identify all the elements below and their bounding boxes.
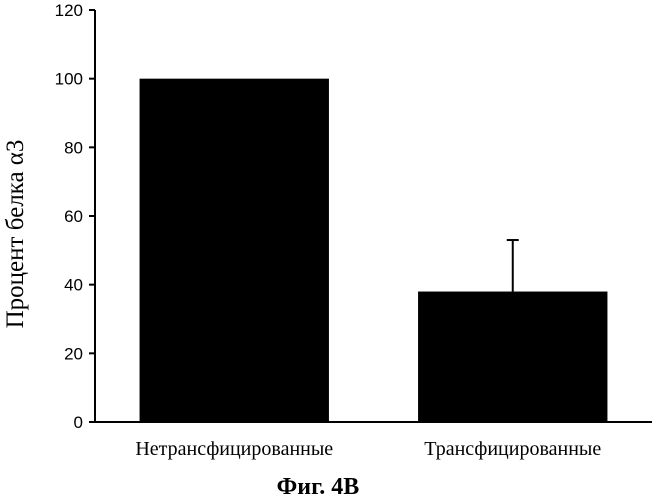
figure-caption: Фиг. 4В	[277, 474, 360, 500]
bars	[140, 79, 608, 422]
y-tick-label: 120	[55, 1, 83, 20]
y-tick-label: 40	[64, 276, 83, 295]
error-bars	[507, 240, 519, 291]
y-tick-label: 80	[64, 138, 83, 157]
y-ticks: 0 20 40 60 80 100 120	[55, 1, 95, 432]
bar	[418, 292, 607, 422]
y-axis-label: Процент белка α3	[2, 140, 29, 329]
y-tick-label: 60	[64, 207, 83, 226]
x-tick-label: Нетрансфицированные	[135, 438, 333, 460]
bar	[140, 79, 329, 422]
x-tick-label: Трансфицированные	[424, 438, 601, 460]
y-tick-label: 20	[64, 344, 83, 363]
x-tick-labels: Нетрансфицированные Трансфицированные	[135, 438, 601, 460]
y-tick-label: 0	[74, 413, 83, 432]
y-tick-label: 100	[55, 70, 83, 89]
